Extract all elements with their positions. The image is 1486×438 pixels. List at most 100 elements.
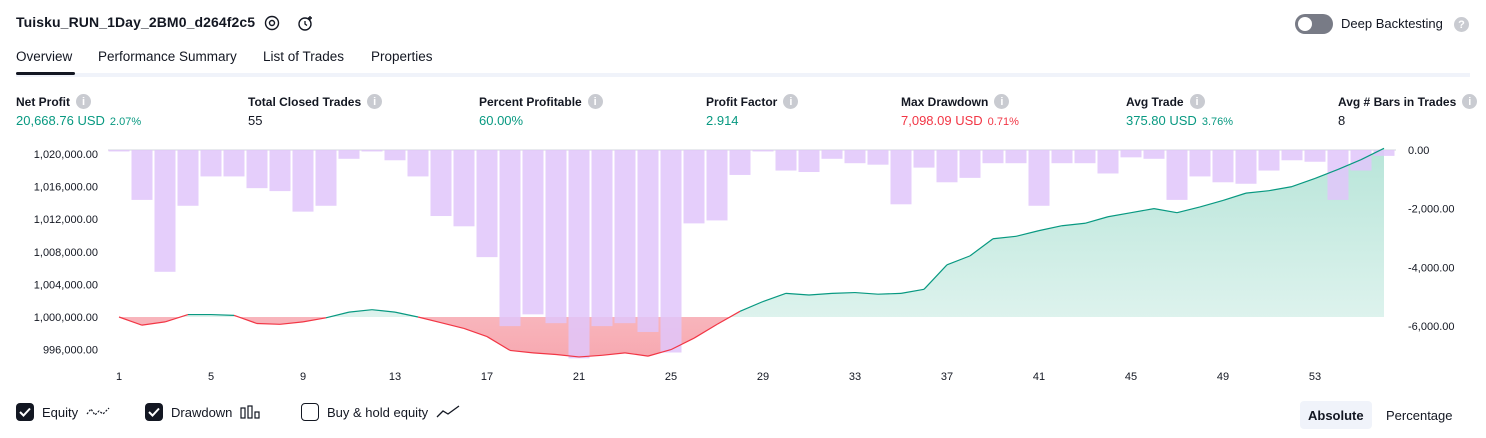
drawdown-bar [154,150,176,272]
equity-checkbox[interactable] [16,403,34,421]
tab-properties[interactable]: Properties [371,49,433,64]
equity-drawdown-chart[interactable]: 1,020,000.00 1,016,000.00 1,012,000.00 1,00… [0,140,1486,395]
equity-line-segment [302,317,327,323]
drawdown-bar [453,150,475,227]
drawdown-bar [338,150,360,159]
drawdown-bar [476,150,498,258]
drawdown-bar [936,150,958,183]
drawdown-bar [315,150,337,206]
drawdown-bar [1281,150,1303,161]
equity-line-segment [440,322,465,329]
info-icon[interactable]: i [367,94,383,109]
tab-overview[interactable]: Overview [16,49,73,64]
equity-line-segment [670,337,695,351]
drawdown-bar [269,150,291,192]
buy-hold-checkbox[interactable] [301,403,319,421]
tab-list-of-trades[interactable]: List of Trades [263,49,345,64]
drawdown-bar [890,150,912,205]
drawdown-bar [1189,150,1211,177]
drawdown-bar [1074,150,1096,164]
settings-icon[interactable] [262,13,282,33]
drawdown-bar [177,150,199,206]
legend-drawdown[interactable]: Drawdown [145,403,262,421]
absolute-mode-button[interactable]: Absolute [1300,401,1372,429]
legend-drawdown-label: Drawdown [171,404,233,420]
x-axis-tick: 33 [849,371,861,383]
equity-line-segment [279,321,304,325]
right-axis-tick: -2,000.00 [1408,204,1454,216]
metric-avg-trade-label: Avg Trade i [1126,94,1205,109]
deep-backtesting-toggle[interactable] [1295,14,1333,34]
active-tab-indicator [16,72,75,75]
legend-equity[interactable]: Equity [16,403,110,421]
drawdown-bar [1304,150,1326,162]
metric-percent-profitable-label: Percent Profitable i [479,94,603,109]
drawdown-bar [729,150,751,175]
drawdown-bar [246,150,268,189]
info-icon[interactable]: i [783,94,799,109]
drawdown-bar [430,150,452,217]
percentage-mode-button[interactable]: Percentage [1386,407,1453,423]
drawdown-bar [522,150,544,315]
drawdown-bar [1373,150,1395,156]
info-icon[interactable]: i [76,94,91,109]
x-axis-tick: 45 [1125,371,1137,383]
drawdown-bar [844,150,866,164]
equity-line-segment [486,336,511,351]
equity-line-segment [555,353,580,358]
equity-line-segment [969,238,994,257]
equity-line-segment [739,300,764,312]
left-axis-tick: 1,016,000.00 [34,182,98,194]
drawdown-bar [867,150,889,165]
metric-total-closed-trades-label: Total Closed Trades i [248,94,383,109]
info-icon[interactable]: i [587,94,603,109]
equity-line-segment [1176,206,1201,214]
drawdown-bar [499,150,521,327]
metric-net-profit-label: Net Profit i [16,94,91,109]
drawdown-bar [545,150,567,324]
drawdown-bar [407,150,429,177]
drawdown-bar [798,150,820,173]
right-axis-tick: 0.00 [1408,145,1429,157]
add-alert-icon[interactable] [296,13,316,33]
metric-net-profit-value: 20,668.76 USD 2.07% [16,113,142,128]
equity-line-segment [900,288,925,294]
tab-performance-summary[interactable]: Performance Summary [98,49,237,64]
metric-avg-bars-value: 8 [1338,113,1346,128]
drawdown-bar [959,150,981,178]
drawdown-bar [200,150,222,177]
right-axis-tick: -6,000.00 [1408,321,1454,333]
equity-line-segment [647,349,672,357]
equity-line-segment [463,327,488,338]
info-icon[interactable]: i [1462,94,1478,109]
equity-line-segment [532,352,557,356]
equity-line-segment [394,311,419,318]
equity-line-segment [1268,186,1293,192]
deep-backtesting-help-icon[interactable]: ? [1454,17,1469,32]
drawdown-bar [637,150,659,332]
drawdown-bar [1143,150,1165,159]
left-axis-tick: 1,012,000.00 [34,214,98,226]
drawdown-bar [1327,150,1349,200]
drawdown-bar [982,150,1004,164]
left-axis-tick: 1,000,000.00 [34,312,98,324]
equity-line-segment [1199,199,1224,208]
drawdown-checkbox[interactable] [145,403,163,421]
right-axis-tick: -4,000.00 [1408,262,1454,274]
drawdown-bar [384,150,406,161]
drawdown-bar [1212,150,1234,183]
x-axis-tick: 13 [389,371,401,383]
equity-line-segment [118,316,143,326]
legend-buy-hold[interactable]: Buy & hold equity [301,403,460,421]
drawdown-bar [706,150,728,221]
drawdown-bar [614,150,636,324]
strategy-title: Tuisku_RUN_1Day_2BM0_d264f2c5 [16,14,256,30]
info-icon[interactable]: i [994,94,1010,109]
tabs-divider [16,73,1470,77]
info-icon[interactable]: i [1189,94,1205,109]
metric-avg-bars-label: Avg # Bars in Trades i [1338,94,1478,109]
x-axis-tick: 49 [1217,371,1229,383]
equity-line-segment [1038,225,1063,232]
legend-equity-label: Equity [42,404,79,420]
equity-line-segment [371,309,396,313]
